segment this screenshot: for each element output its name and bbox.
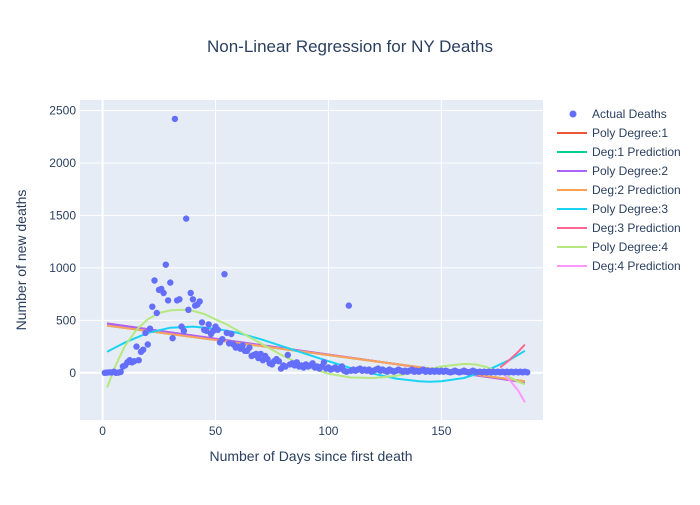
x-tick-label: 100	[318, 424, 338, 438]
data-point	[164, 297, 172, 304]
data-point	[185, 306, 192, 313]
data-point	[189, 296, 197, 303]
legend-label: Deg:3 Prediction	[592, 221, 681, 235]
data-point	[205, 321, 212, 328]
series-line-7	[503, 374, 526, 403]
x-tick-label: 150	[431, 424, 451, 438]
data-point	[219, 336, 226, 343]
y-tick-label: 1000	[49, 261, 76, 275]
y-axis-label: Number of new deaths	[13, 190, 29, 331]
x-axis-label: Number of Days since first death	[209, 448, 412, 464]
data-point	[140, 346, 147, 353]
data-point	[203, 327, 210, 334]
data-point	[180, 327, 188, 334]
data-point	[183, 215, 190, 222]
series-line-4	[106, 325, 526, 383]
data-point	[187, 289, 194, 297]
chart-title: Non-Linear Regression for NY Deaths	[207, 37, 493, 56]
data-point	[221, 271, 228, 278]
x-tick-label: 0	[99, 424, 106, 438]
legend: Actual Deaths Poly Degree:1 Deg:1 Predicti…	[557, 107, 681, 273]
y-tick-label: 500	[56, 313, 76, 327]
data-point	[214, 326, 221, 333]
data-point	[133, 343, 140, 350]
data-point	[171, 115, 179, 123]
y-tick-label: 2500	[49, 103, 76, 117]
data-point	[162, 261, 169, 268]
data-point	[284, 351, 291, 359]
data-point	[275, 358, 282, 365]
x-tick-label: 50	[209, 424, 223, 438]
data-point	[320, 359, 328, 366]
data-point	[142, 329, 149, 337]
data-point	[196, 298, 203, 305]
legend-marker-point	[569, 110, 577, 118]
legend-label: Poly Degree:2	[592, 164, 668, 178]
legend-label: Actual Deaths	[592, 107, 667, 121]
tick-layer: 0 500 1000 1500 2000 2500 0 50 100 150	[49, 103, 451, 438]
data-point	[169, 335, 176, 342]
data-point	[246, 344, 253, 351]
data-point	[146, 325, 154, 332]
series-line-5	[499, 343, 526, 369]
point-layer	[101, 115, 531, 376]
data-point	[345, 302, 352, 309]
y-tick-label: 1500	[49, 208, 76, 222]
data-point	[167, 279, 174, 286]
legend-label: Poly Degree:1	[592, 126, 668, 140]
data-point	[198, 319, 206, 326]
data-point	[176, 296, 183, 303]
data-point	[524, 369, 531, 376]
legend-label: Deg:1 Prediction	[592, 145, 681, 159]
y-tick-label: 2000	[49, 156, 76, 170]
legend-label: Deg:4 Prediction	[592, 259, 681, 273]
data-point	[153, 309, 160, 317]
data-point	[160, 289, 167, 297]
data-point	[228, 330, 235, 338]
data-point	[149, 303, 156, 310]
data-point	[151, 277, 158, 284]
grid-layer	[80, 100, 543, 420]
data-point	[117, 368, 124, 376]
data-point	[135, 357, 142, 364]
data-point	[239, 342, 246, 349]
y-tick-label: 0	[69, 366, 76, 380]
data-point	[144, 341, 151, 348]
legend-label: Deg:2 Prediction	[592, 183, 681, 197]
legend-label: Poly Degree:4	[592, 240, 668, 254]
legend-label: Poly Degree:3	[592, 202, 668, 216]
line-layer	[106, 308, 526, 403]
